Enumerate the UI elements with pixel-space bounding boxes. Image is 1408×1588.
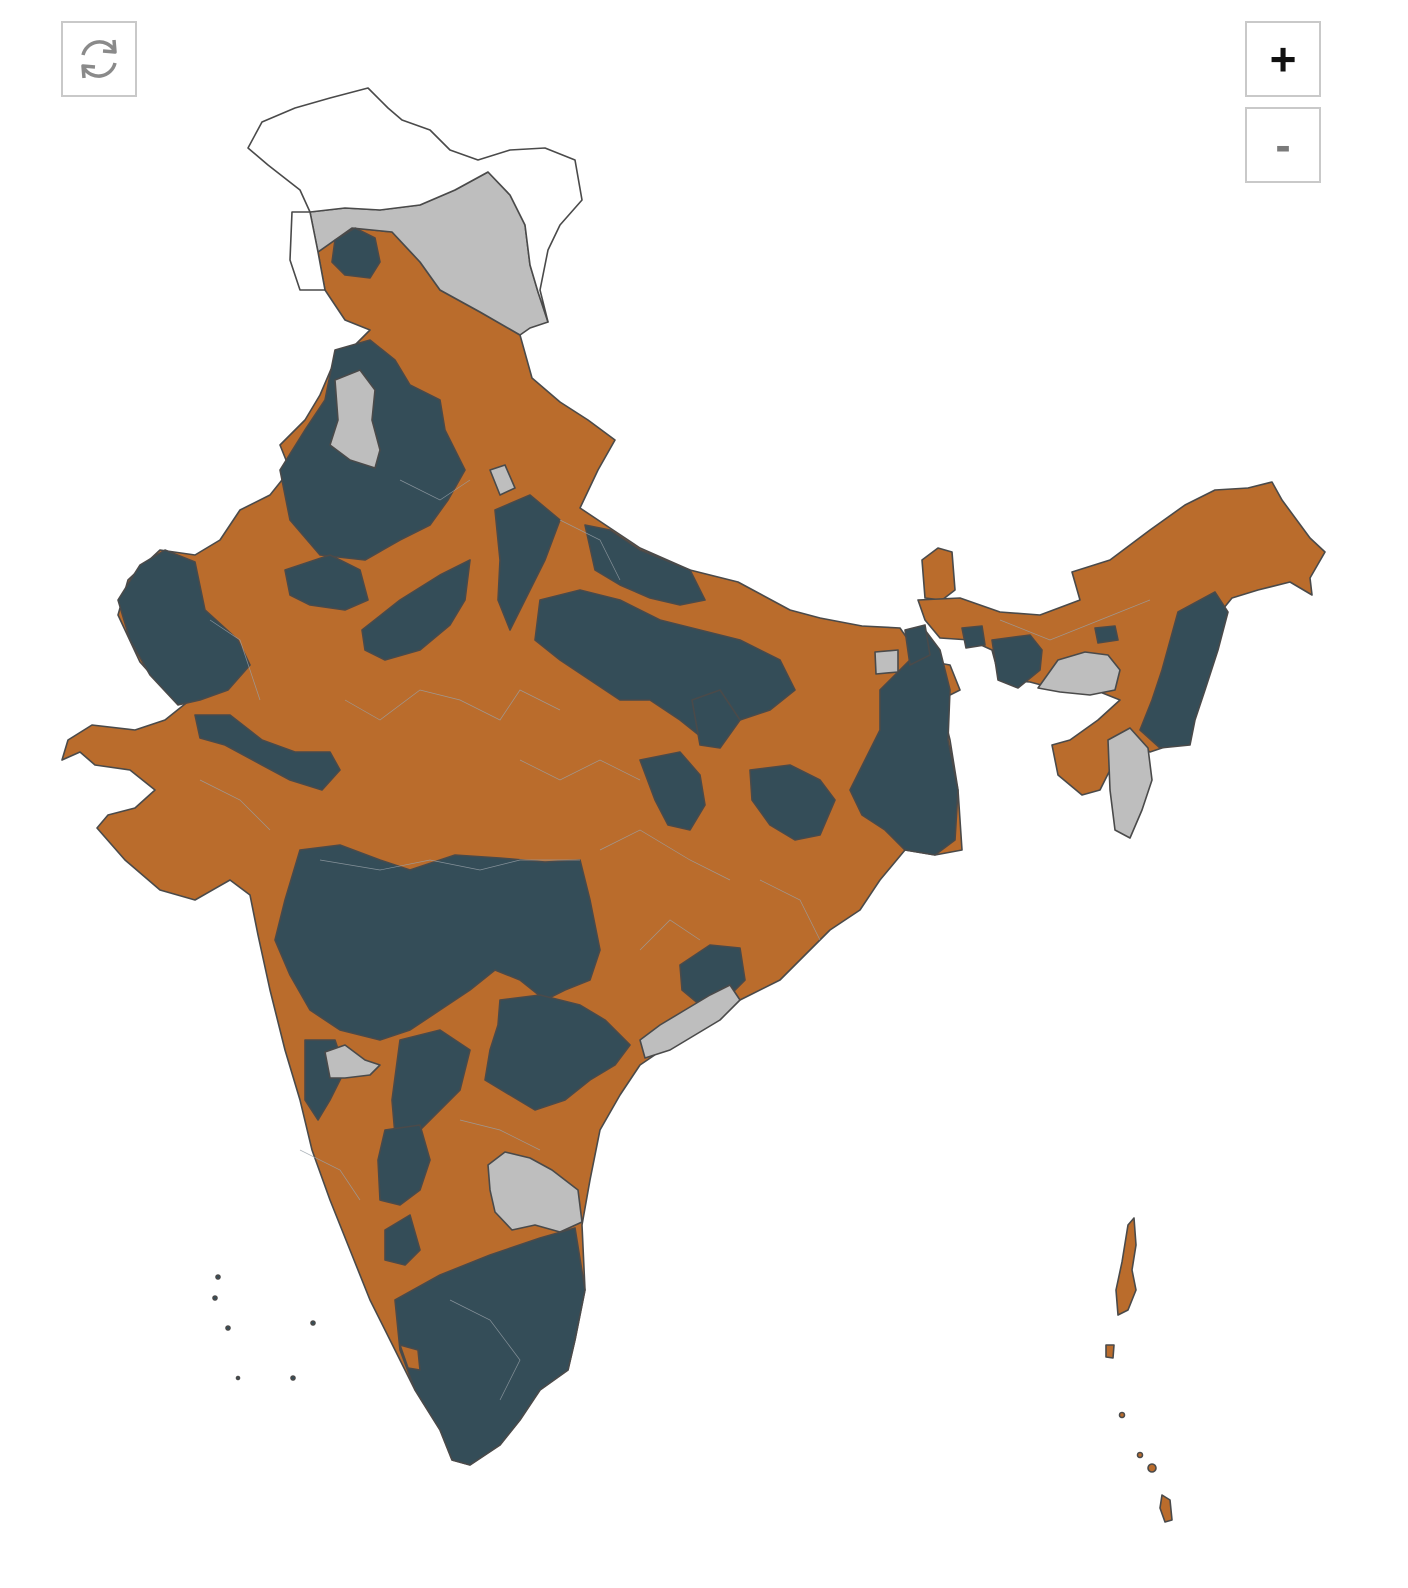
- region-telangana[interactable]: [484, 994, 631, 1111]
- region-up-west[interactable]: [494, 494, 561, 631]
- region-andaman-north[interactable]: [1115, 1217, 1137, 1316]
- region-jharkhand[interactable]: [749, 764, 836, 841]
- region-bihar-pocket[interactable]: [691, 689, 741, 749]
- region-bihar-grey[interactable]: [874, 649, 899, 675]
- region-tamil-nadu[interactable]: [394, 1227, 586, 1466]
- region-mp-pocket-east[interactable]: [639, 751, 706, 831]
- region-chandigarh-grey[interactable]: [489, 464, 516, 496]
- region-punjab-grey[interactable]: [329, 369, 381, 469]
- region-andaman-south[interactable]: [1105, 1344, 1115, 1359]
- region-aksai-outline[interactable]: [289, 211, 326, 291]
- zoom-in-label: +: [1269, 33, 1297, 85]
- region-mizoram-grey[interactable]: [1107, 727, 1153, 839]
- region-lakshadweep-6[interactable]: [235, 1375, 241, 1381]
- region-lakshadweep-2[interactable]: [212, 1295, 218, 1301]
- region-nicobar-1[interactable]: [1159, 1494, 1173, 1523]
- zoom-out-label: -: [1275, 119, 1291, 171]
- region-nagaland-manipur[interactable]: [1139, 591, 1229, 749]
- region-andaman-islet[interactable]: [1118, 1411, 1126, 1419]
- region-lakshadweep-3[interactable]: [225, 1325, 231, 1331]
- state-border-lines: [199, 479, 1151, 1401]
- region-rajasthan-west[interactable]: [117, 549, 251, 706]
- region-nicobar-3[interactable]: [1136, 1451, 1144, 1459]
- region-ne-dark-mid[interactable]: [1094, 625, 1119, 644]
- reset-view-button[interactable]: [61, 21, 137, 97]
- region-nicobar-2[interactable]: [1147, 1463, 1157, 1473]
- region-lakshadweep-1[interactable]: [215, 1274, 221, 1280]
- zoom-out-button[interactable]: -: [1245, 107, 1321, 183]
- region-bengal[interactable]: [849, 629, 959, 856]
- region-mp-pocket-west[interactable]: [194, 714, 341, 791]
- region-sikkim-arunachal-west[interactable]: [921, 547, 956, 601]
- refresh-icon: [81, 39, 117, 79]
- region-maharashtra-grey[interactable]: [324, 1044, 381, 1079]
- region-ne-dark-small[interactable]: [961, 625, 986, 649]
- region-karnataka-south[interactable]: [377, 1124, 431, 1206]
- region-kerala-pocket[interactable]: [384, 1214, 421, 1266]
- region-karnataka-north[interactable]: [391, 1029, 471, 1136]
- region-north-no-data[interactable]: [247, 87, 583, 323]
- region-up-central[interactable]: [534, 589, 796, 741]
- region-ne-dark-west[interactable]: [991, 634, 1043, 689]
- region-tn-north-grey[interactable]: [487, 1151, 583, 1233]
- region-rajasthan-east[interactable]: [284, 554, 369, 611]
- zoom-in-button[interactable]: +: [1245, 21, 1321, 97]
- region-lakshadweep-5[interactable]: [290, 1375, 296, 1381]
- region-up-east[interactable]: [584, 524, 706, 606]
- region-meghalaya-grey[interactable]: [1037, 651, 1121, 696]
- region-bengal-north[interactable]: [904, 624, 931, 666]
- region-andhra-grey[interactable]: [639, 984, 741, 1059]
- region-tn-kerala-border[interactable]: [399, 1344, 421, 1371]
- region-lakshadweep-4[interactable]: [310, 1320, 316, 1326]
- region-central-north[interactable]: [361, 559, 471, 661]
- region-kashmir-valley[interactable]: [331, 227, 381, 279]
